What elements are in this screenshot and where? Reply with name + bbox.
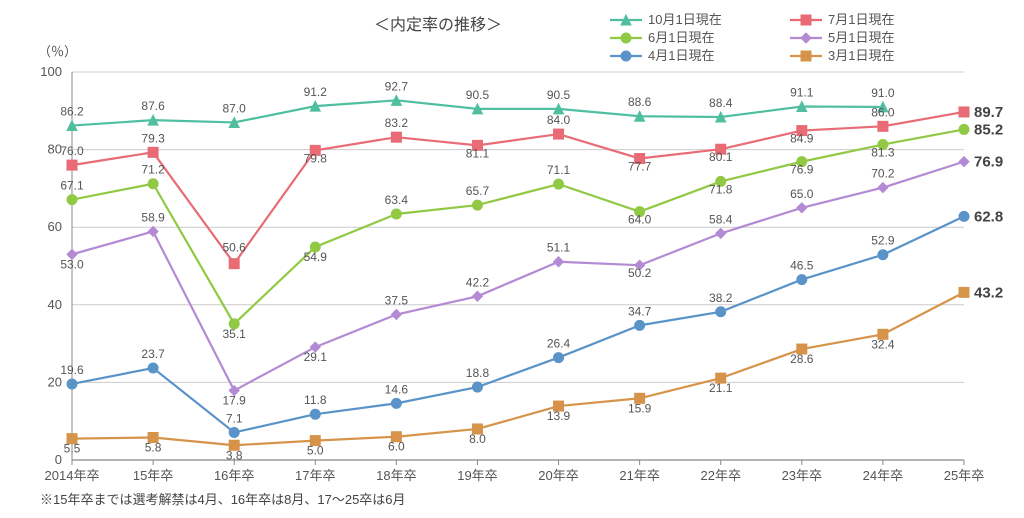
data-label: 35.1 [223,327,247,341]
legend-label: 3月1日現在 [828,48,894,63]
data-label: 64.0 [628,213,652,227]
data-label: 83.2 [385,116,409,130]
data-label: 71.2 [141,163,165,177]
data-label: 51.1 [547,241,571,255]
data-label: 21.1 [709,381,733,395]
data-label: 65.7 [466,184,490,198]
x-tick-label: 25年卒 [944,468,984,483]
x-tick-label: 22年卒 [700,468,740,483]
data-label: 13.9 [547,409,571,423]
legend-label: 10月1日現在 [648,12,722,27]
x-tick-label: 18年卒 [376,468,416,483]
legend-label: 4月1日現在 [648,48,714,63]
data-label: 70.2 [871,167,895,181]
y-tick-label: 40 [48,297,62,312]
data-label: 90.5 [466,88,490,102]
data-label: 46.5 [790,259,814,273]
data-label: 15.9 [628,401,652,415]
data-label: 79.8 [304,151,328,165]
data-label: 76.9 [790,163,814,177]
legend-label: 6月1日現在 [648,30,714,45]
data-label: 88.4 [709,96,733,110]
chart-svg: 0204060801002014年卒15年卒16年卒17年卒18年卒19年卒20… [0,0,1024,518]
y-tick-label: 60 [48,219,62,234]
data-label: 71.1 [547,163,571,177]
data-label: 8.0 [469,432,486,446]
end-label-mar: 43.2 [974,284,1003,301]
data-label: 52.9 [871,234,895,248]
data-label: 32.4 [871,337,895,351]
data-label: 84.9 [790,132,814,146]
data-label: 54.9 [304,250,328,264]
data-label: 91.2 [304,85,328,99]
data-label: 92.7 [385,79,409,93]
data-label: 81.3 [871,146,895,160]
end-label-may: 76.9 [974,154,1003,171]
end-label-apr: 62.8 [974,208,1003,225]
data-label: 80.1 [709,150,733,164]
data-label: 19.6 [60,363,84,377]
legend-label: 7月1日現在 [828,12,894,27]
data-label: 5.0 [307,444,324,458]
data-label: 38.2 [709,291,733,305]
x-tick-label: 23年卒 [782,468,822,483]
data-label: 17.9 [223,394,247,408]
data-label: 18.8 [466,366,490,380]
y-axis-label: （％） [38,44,77,59]
data-label: 86.2 [60,105,84,119]
data-label: 50.6 [223,241,247,255]
y-tick-label: 100 [40,64,62,79]
data-label: 71.8 [709,182,733,196]
chart-container: 0204060801002014年卒15年卒16年卒17年卒18年卒19年卒20… [0,0,1024,518]
data-label: 37.5 [385,294,409,308]
data-label: 88.6 [628,95,652,109]
y-tick-label: 0 [55,452,62,467]
data-label: 29.1 [304,350,328,364]
data-label: 42.2 [466,275,490,289]
data-label: 50.2 [628,266,652,280]
x-tick-label: 2014年卒 [45,468,100,483]
data-label: 58.4 [709,212,733,226]
data-label: 5.8 [145,440,162,454]
data-label: 14.6 [385,382,409,396]
x-tick-label: 17年卒 [295,468,335,483]
data-label: 84.0 [547,113,571,127]
x-tick-label: 16年卒 [214,468,254,483]
data-label: 87.0 [223,101,247,115]
x-tick-label: 21年卒 [619,468,659,483]
data-label: 23.7 [141,347,165,361]
data-label: 6.0 [388,440,405,454]
footnote: ※15年卒までは選考解禁は4月、16年卒は8月、17～25卒は6月 [40,492,406,507]
data-label: 67.1 [60,179,84,193]
data-label: 90.5 [547,88,571,102]
data-label: 7.1 [226,411,243,425]
data-label: 77.7 [628,160,652,174]
data-label: 81.1 [466,146,490,160]
data-label: 5.5 [64,442,81,456]
data-label: 58.9 [141,210,165,224]
legend-label: 5月1日現在 [828,30,894,45]
data-label: 87.6 [141,99,165,113]
x-tick-label: 20年卒 [538,468,578,483]
x-tick-label: 15年卒 [133,468,173,483]
data-label: 65.0 [790,187,814,201]
data-label: 76.0 [60,144,84,158]
data-label: 79.3 [141,131,165,145]
data-label: 91.1 [790,86,814,100]
data-label: 91.0 [871,86,895,100]
data-label: 34.7 [628,304,652,318]
data-label: 28.6 [790,352,814,366]
x-tick-label: 19年卒 [457,468,497,483]
data-label: 86.0 [871,105,895,119]
end-label-jun: 85.2 [974,121,1003,138]
data-label: 11.8 [304,393,327,407]
end-label-jul: 89.7 [974,104,1003,121]
data-label: 53.0 [60,257,84,271]
data-label: 3.8 [226,448,243,462]
chart-title: ＜内定率の推移＞ [374,16,502,34]
data-label: 26.4 [547,337,571,351]
x-tick-label: 24年卒 [863,468,903,483]
data-label: 63.4 [385,193,409,207]
